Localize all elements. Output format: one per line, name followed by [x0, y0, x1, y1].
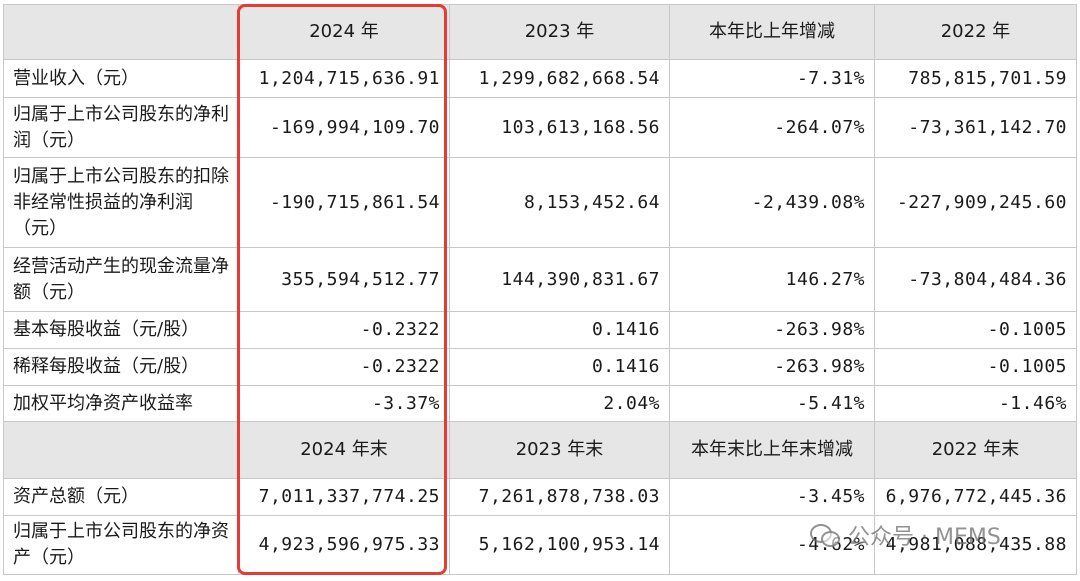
table-header-row: 2024 年 2023 年 本年比上年增减 2022 年 [3, 4, 1077, 60]
value-cell: -2,439.08% [669, 157, 875, 248]
value-cell: -264.07% [669, 97, 875, 158]
financial-data-table: 2024 年 2023 年 本年比上年增减 2022 年 营业收入（元） 1,2… [3, 4, 1077, 575]
table-row: 归属于上市公司股东的净资产（元） 4,923,596,975.33 5,162,… [3, 515, 1077, 575]
table-row: 基本每股收益（元/股） -0.2322 0.1416 -263.98% -0.1… [3, 311, 1077, 349]
table-row: 资产总额（元） 7,011,337,774.25 7,261,878,738.0… [3, 478, 1077, 516]
row-label: 资产总额（元） [3, 478, 239, 516]
value-cell: 1,204,715,636.91 [238, 59, 450, 98]
value-cell: -3.37% [238, 385, 450, 422]
table-row: 归属于上市公司股东的扣除非经常性损益的净利润（元） -190,715,861.5… [3, 157, 1077, 248]
header-cell [3, 421, 239, 479]
value-cell: -5.41% [669, 385, 875, 422]
header-cell: 2023 年末 [449, 421, 670, 479]
value-cell: -7.31% [669, 59, 875, 98]
row-label: 经营活动产生的现金流量净额（元） [3, 247, 239, 312]
value-cell: -73,804,484.36 [874, 247, 1077, 312]
value-cell: -0.1005 [874, 311, 1077, 349]
value-cell: 0.1416 [449, 311, 670, 349]
value-cell: 8,153,452.64 [449, 157, 670, 248]
row-label: 归属于上市公司股东的净资产（元） [3, 515, 239, 575]
value-cell: 144,390,831.67 [449, 247, 670, 312]
header-cell [3, 4, 239, 60]
header-cell: 本年末比上年末增减 [669, 421, 875, 479]
header-cell: 2022 年末 [874, 421, 1077, 479]
row-label: 归属于上市公司股东的扣除非经常性损益的净利润（元） [3, 157, 239, 248]
value-cell: -3.45% [669, 478, 875, 516]
value-cell: -227,909,245.60 [874, 157, 1077, 248]
row-label: 稀释每股收益（元/股） [3, 348, 239, 386]
value-cell: 355,594,512.77 [238, 247, 450, 312]
table-row: 稀释每股收益（元/股） -0.2322 0.1416 -263.98% -0.1… [3, 348, 1077, 386]
value-cell: 2.04% [449, 385, 670, 422]
value-cell: 146.27% [669, 247, 875, 312]
value-cell: -263.98% [669, 348, 875, 386]
header-cell: 本年比上年增减 [669, 4, 875, 60]
value-cell: -169,994,109.70 [238, 97, 450, 158]
value-cell: -1.46% [874, 385, 1077, 422]
value-cell: 103,613,168.56 [449, 97, 670, 158]
value-cell: -4.62% [669, 515, 875, 575]
value-cell: -73,361,142.70 [874, 97, 1077, 158]
value-cell: -190,715,861.54 [238, 157, 450, 248]
value-cell: -0.2322 [238, 348, 450, 386]
header-cell: 2023 年 [449, 4, 670, 60]
value-cell: 785,815,701.59 [874, 59, 1077, 98]
row-label: 加权平均净资产收益率 [3, 385, 239, 422]
value-cell: 7,261,878,738.03 [449, 478, 670, 516]
table-row: 经营活动产生的现金流量净额（元） 355,594,512.77 144,390,… [3, 247, 1077, 312]
header-cell: 2022 年 [874, 4, 1077, 60]
table-header-row: 2024 年末 2023 年末 本年末比上年末增减 2022 年末 [3, 421, 1077, 479]
value-cell: 4,923,596,975.33 [238, 515, 450, 575]
value-cell: -0.2322 [238, 311, 450, 349]
header-cell: 2024 年 [238, 4, 450, 60]
value-cell: 5,162,100,953.14 [449, 515, 670, 575]
row-label: 基本每股收益（元/股） [3, 311, 239, 349]
value-cell: 1,299,682,668.54 [449, 59, 670, 98]
row-label: 归属于上市公司股东的净利润（元） [3, 97, 239, 158]
value-cell: 4,981,088,435.88 [874, 515, 1077, 575]
value-cell: -0.1005 [874, 348, 1077, 386]
value-cell: 7,011,337,774.25 [238, 478, 450, 516]
value-cell: 6,976,772,445.36 [874, 478, 1077, 516]
table-row: 营业收入（元） 1,204,715,636.91 1,299,682,668.5… [3, 59, 1077, 98]
row-label: 营业收入（元） [3, 59, 239, 98]
header-cell: 2024 年末 [238, 421, 450, 479]
table-row: 归属于上市公司股东的净利润（元） -169,994,109.70 103,613… [3, 97, 1077, 158]
value-cell: 0.1416 [449, 348, 670, 386]
value-cell: -263.98% [669, 311, 875, 349]
table-row: 加权平均净资产收益率 -3.37% 2.04% -5.41% -1.46% [3, 385, 1077, 422]
